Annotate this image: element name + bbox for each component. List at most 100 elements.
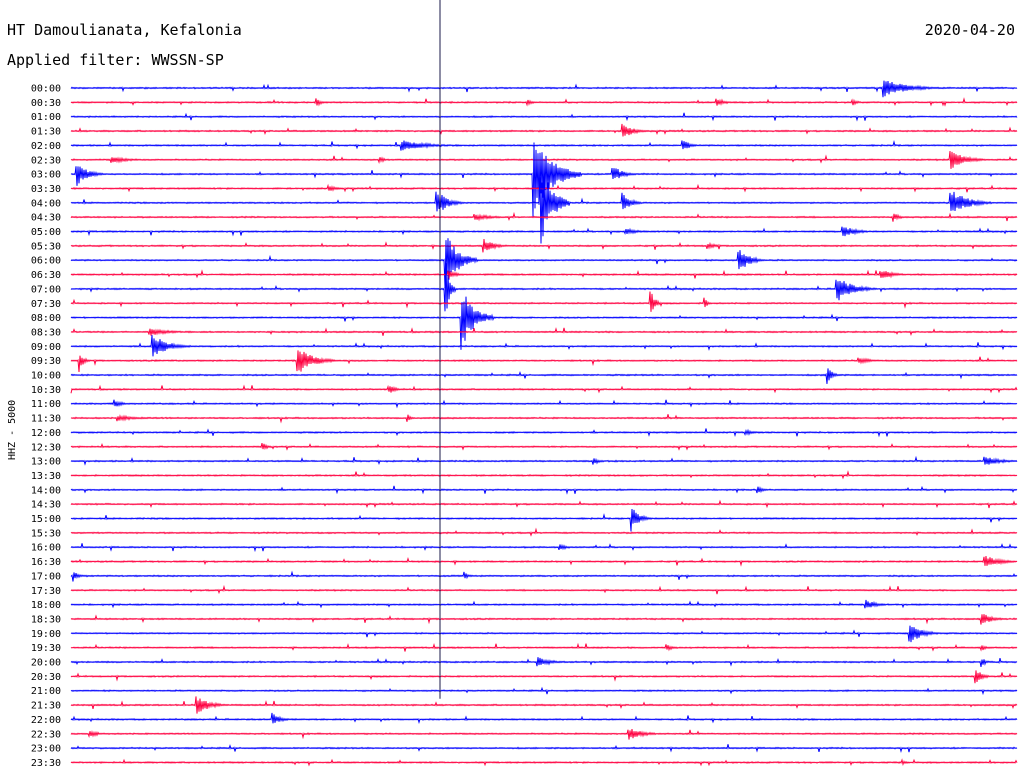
row-label: 09:30 xyxy=(31,356,61,367)
row-label-group: 00:00 00:30 01:00 01:30 02:00 02:30 03:00 03:30… xyxy=(31,84,61,769)
trace-row xyxy=(70,238,1018,253)
trace-row xyxy=(70,555,1018,567)
row-label: 23:00 xyxy=(31,744,61,755)
trace-row xyxy=(70,350,1018,373)
row-label: 14:30 xyxy=(31,500,61,511)
row-label: 10:30 xyxy=(31,385,61,396)
trace-row xyxy=(70,570,1018,582)
row-label: 04:00 xyxy=(31,198,61,209)
trace-row xyxy=(70,485,1018,495)
trace-row xyxy=(70,508,1018,532)
trace-row xyxy=(70,499,1018,509)
trace-row xyxy=(70,686,1018,696)
trace-row xyxy=(70,614,1018,625)
row-label: 16:00 xyxy=(31,543,61,554)
row-label: 17:30 xyxy=(31,586,61,597)
row-label: 06:00 xyxy=(31,256,61,267)
trace-row xyxy=(70,728,1018,740)
station-title: HT Damoulianata, Kefalonia xyxy=(7,21,242,39)
trace-row xyxy=(70,238,1018,288)
row-label: 11:00 xyxy=(31,399,61,410)
trace-row xyxy=(70,263,1018,312)
row-label: 17:00 xyxy=(31,571,61,582)
row-label: 05:00 xyxy=(31,227,61,238)
row-label: 06:30 xyxy=(31,270,61,281)
trace-row xyxy=(70,384,1018,394)
trace-row xyxy=(70,442,1018,451)
trace-row xyxy=(70,140,1018,151)
trace-row xyxy=(70,97,1018,107)
row-label: 14:00 xyxy=(31,485,61,496)
trace-row xyxy=(70,670,1018,684)
row-label: 15:00 xyxy=(31,514,61,525)
row-label: 08:00 xyxy=(31,313,61,324)
trace-row xyxy=(70,625,1018,643)
row-label: 07:30 xyxy=(31,299,61,310)
row-label: 22:30 xyxy=(31,729,61,740)
trace-row xyxy=(70,744,1018,754)
trace-row xyxy=(70,584,1018,595)
row-label: 01:00 xyxy=(31,112,61,123)
row-label: 20:00 xyxy=(31,658,61,669)
row-label: 00:30 xyxy=(31,98,61,109)
row-label: 05:30 xyxy=(31,241,61,252)
trace-row xyxy=(70,527,1018,537)
trace-row xyxy=(70,543,1018,553)
row-label: 18:30 xyxy=(31,614,61,625)
row-label: 07:00 xyxy=(31,284,61,295)
row-label: 21:00 xyxy=(31,686,61,697)
trace-row xyxy=(70,470,1018,480)
row-label: 12:30 xyxy=(31,442,61,453)
row-label: 02:30 xyxy=(31,155,61,166)
row-label: 16:30 xyxy=(31,557,61,568)
trace-row xyxy=(70,80,1018,98)
trace-row xyxy=(70,173,1018,244)
trace-row xyxy=(70,758,1018,767)
row-label: 19:00 xyxy=(31,629,61,640)
row-label: 10:00 xyxy=(31,371,61,382)
row-label: 00:00 xyxy=(31,84,61,95)
row-label: 20:30 xyxy=(31,672,61,683)
row-label: 12:00 xyxy=(31,428,61,439)
trace-row xyxy=(70,211,1018,222)
row-label: 21:30 xyxy=(31,701,61,712)
row-label: 19:30 xyxy=(31,643,61,654)
trace-row xyxy=(70,123,1018,137)
trace-row xyxy=(70,269,1018,279)
trace-row xyxy=(70,696,1018,714)
row-label: 04:30 xyxy=(31,213,61,224)
trace-row xyxy=(70,112,1018,122)
row-label: 13:00 xyxy=(31,457,61,468)
row-label: 02:00 xyxy=(31,141,61,152)
trace-row xyxy=(70,414,1018,424)
row-label: 23:30 xyxy=(31,758,61,769)
trace-row xyxy=(70,142,1018,217)
date-label: 2020-04-20 xyxy=(924,21,1015,39)
row-label: 03:00 xyxy=(31,170,61,181)
trace-row xyxy=(70,335,1018,357)
trace-row xyxy=(70,291,1018,312)
trace-row xyxy=(70,599,1018,609)
filter-label: Applied filter: WWSSN-SP xyxy=(7,51,224,69)
row-label: 13:30 xyxy=(31,471,61,482)
row-label: 03:30 xyxy=(31,184,61,195)
row-label: 11:30 xyxy=(31,414,61,425)
trace-row xyxy=(70,296,1018,350)
trace-row xyxy=(70,226,1018,237)
row-label: 08:30 xyxy=(31,327,61,338)
trace-row xyxy=(70,428,1018,438)
trace-row xyxy=(70,642,1018,652)
row-label: 18:00 xyxy=(31,600,61,611)
trace-row xyxy=(70,327,1018,336)
trace-row xyxy=(70,399,1018,409)
trace-group xyxy=(70,80,1018,767)
channel-label: HHZ - 5000 xyxy=(7,400,18,460)
trace-row xyxy=(70,657,1018,667)
trace-row xyxy=(70,712,1018,725)
trace-row xyxy=(70,455,1018,466)
row-label: 01:30 xyxy=(31,127,61,138)
row-label: 15:30 xyxy=(31,528,61,539)
row-label: 22:00 xyxy=(31,715,61,726)
row-label: 09:00 xyxy=(31,342,61,353)
